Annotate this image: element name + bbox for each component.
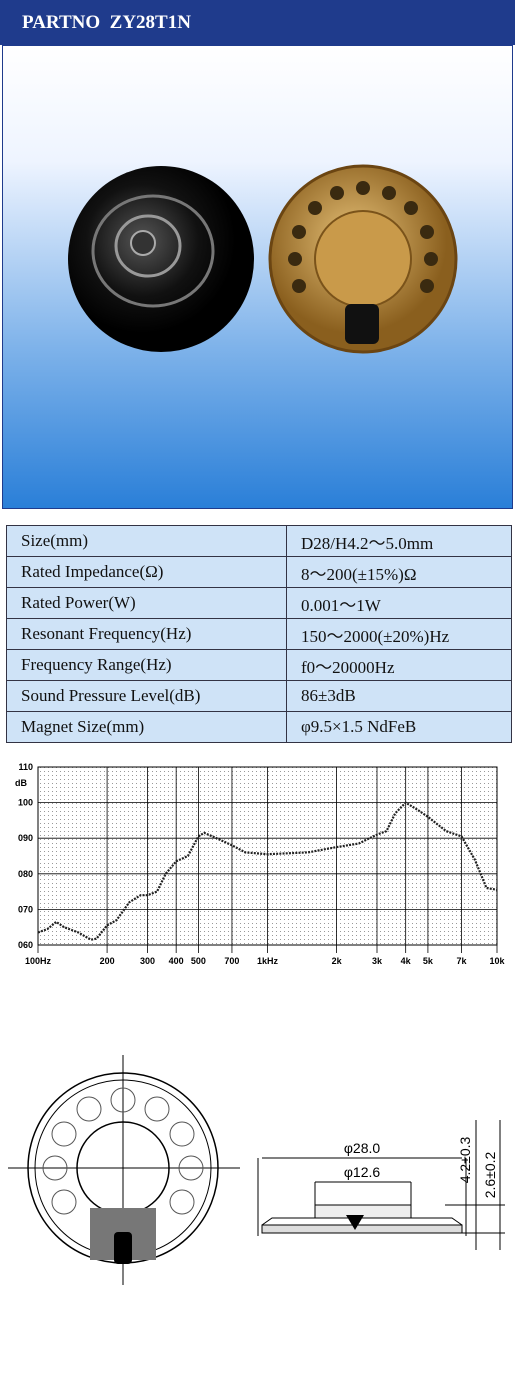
y-axis-label: dB — [15, 778, 27, 788]
spec-label: Resonant Frequency(Hz) — [6, 618, 287, 650]
spec-row: Sound Pressure Level(dB) 86±3dB — [6, 680, 512, 712]
spec-table: Size(mm) D28/H4.2～5.0mm Rated Impedance(Ω)… — [6, 525, 512, 743]
spec-value: 150～2000(±20%)Hz — [286, 618, 512, 650]
dimension-label: φ12.6 — [344, 1164, 381, 1180]
spec-value: D28/H4.2～5.0mm — [286, 525, 512, 557]
product-photo — [2, 45, 513, 509]
spec-label: Rated Impedance(Ω) — [6, 556, 287, 588]
spec-value: f0～20000Hz — [286, 649, 512, 681]
spec-row: Magnet Size(mm) φ9.5×1.5 NdFeB — [6, 711, 512, 743]
y-tick-label: 070 — [18, 904, 33, 914]
spec-row: Size(mm) D28/H4.2～5.0mm — [6, 525, 512, 557]
y-tick-label: 090 — [18, 833, 33, 843]
x-tick-label: 300 — [140, 956, 155, 966]
dimension-drawing: φ28.0 φ12.6 4.2±0.3 2.6±0.2 — [8, 1055, 505, 1285]
spec-row: Rated Impedance(Ω) 8～200(±15%)Ω — [6, 556, 512, 588]
spec-value: 86±3dB — [286, 680, 512, 712]
frequency-chart: 060 070 080 090 100 110 dB 100Hz 200 300 400 500 700… — [15, 762, 505, 966]
y-tick-label: 110 — [18, 762, 33, 772]
spec-label: Magnet Size(mm) — [6, 711, 287, 743]
x-tick-label: 4k — [401, 956, 412, 966]
x-tick-label: 100Hz — [25, 956, 52, 966]
spec-value: 0.001～1W — [286, 587, 512, 619]
header-title: PARTNO ZY28T1N — [0, 0, 515, 45]
response-curve — [37, 801, 498, 941]
x-tick-label: 3k — [372, 956, 383, 966]
spec-row: Resonant Frequency(Hz) 150～2000(±20%)Hz — [6, 618, 512, 650]
spec-value: 8～200(±15%)Ω — [286, 556, 512, 588]
spec-row: Rated Power(W) 0.001～1W — [6, 587, 512, 619]
spec-label: Sound Pressure Level(dB) — [6, 680, 287, 712]
y-tick-label: 060 — [18, 940, 33, 950]
x-tick-label: 2k — [332, 956, 343, 966]
x-tick-label: 10k — [489, 956, 505, 966]
x-tick-label: 400 — [169, 956, 184, 966]
dimension-label: φ28.0 — [344, 1140, 381, 1156]
x-tick-label: 200 — [100, 956, 115, 966]
spec-value: φ9.5×1.5 NdFeB — [286, 711, 512, 743]
spec-label: Frequency Range(Hz) — [6, 649, 287, 681]
x-tick-label: 500 — [191, 956, 206, 966]
speaker-images — [68, 164, 458, 354]
x-tick-label: 700 — [224, 956, 239, 966]
dimension-label: 4.2±0.3 — [457, 1136, 473, 1183]
x-tick-label: 5k — [423, 956, 434, 966]
spec-label: Rated Power(W) — [6, 587, 287, 619]
x-tick-label: 1kHz — [257, 956, 279, 966]
dimension-label: 2.6±0.2 — [482, 1151, 498, 1198]
x-tick-label: 7k — [456, 956, 467, 966]
y-tick-label: 080 — [18, 869, 33, 879]
y-tick-label: 100 — [18, 798, 33, 808]
spec-label: Size(mm) — [6, 525, 287, 557]
spec-row: Frequency Range(Hz) f0～20000Hz — [6, 649, 512, 681]
